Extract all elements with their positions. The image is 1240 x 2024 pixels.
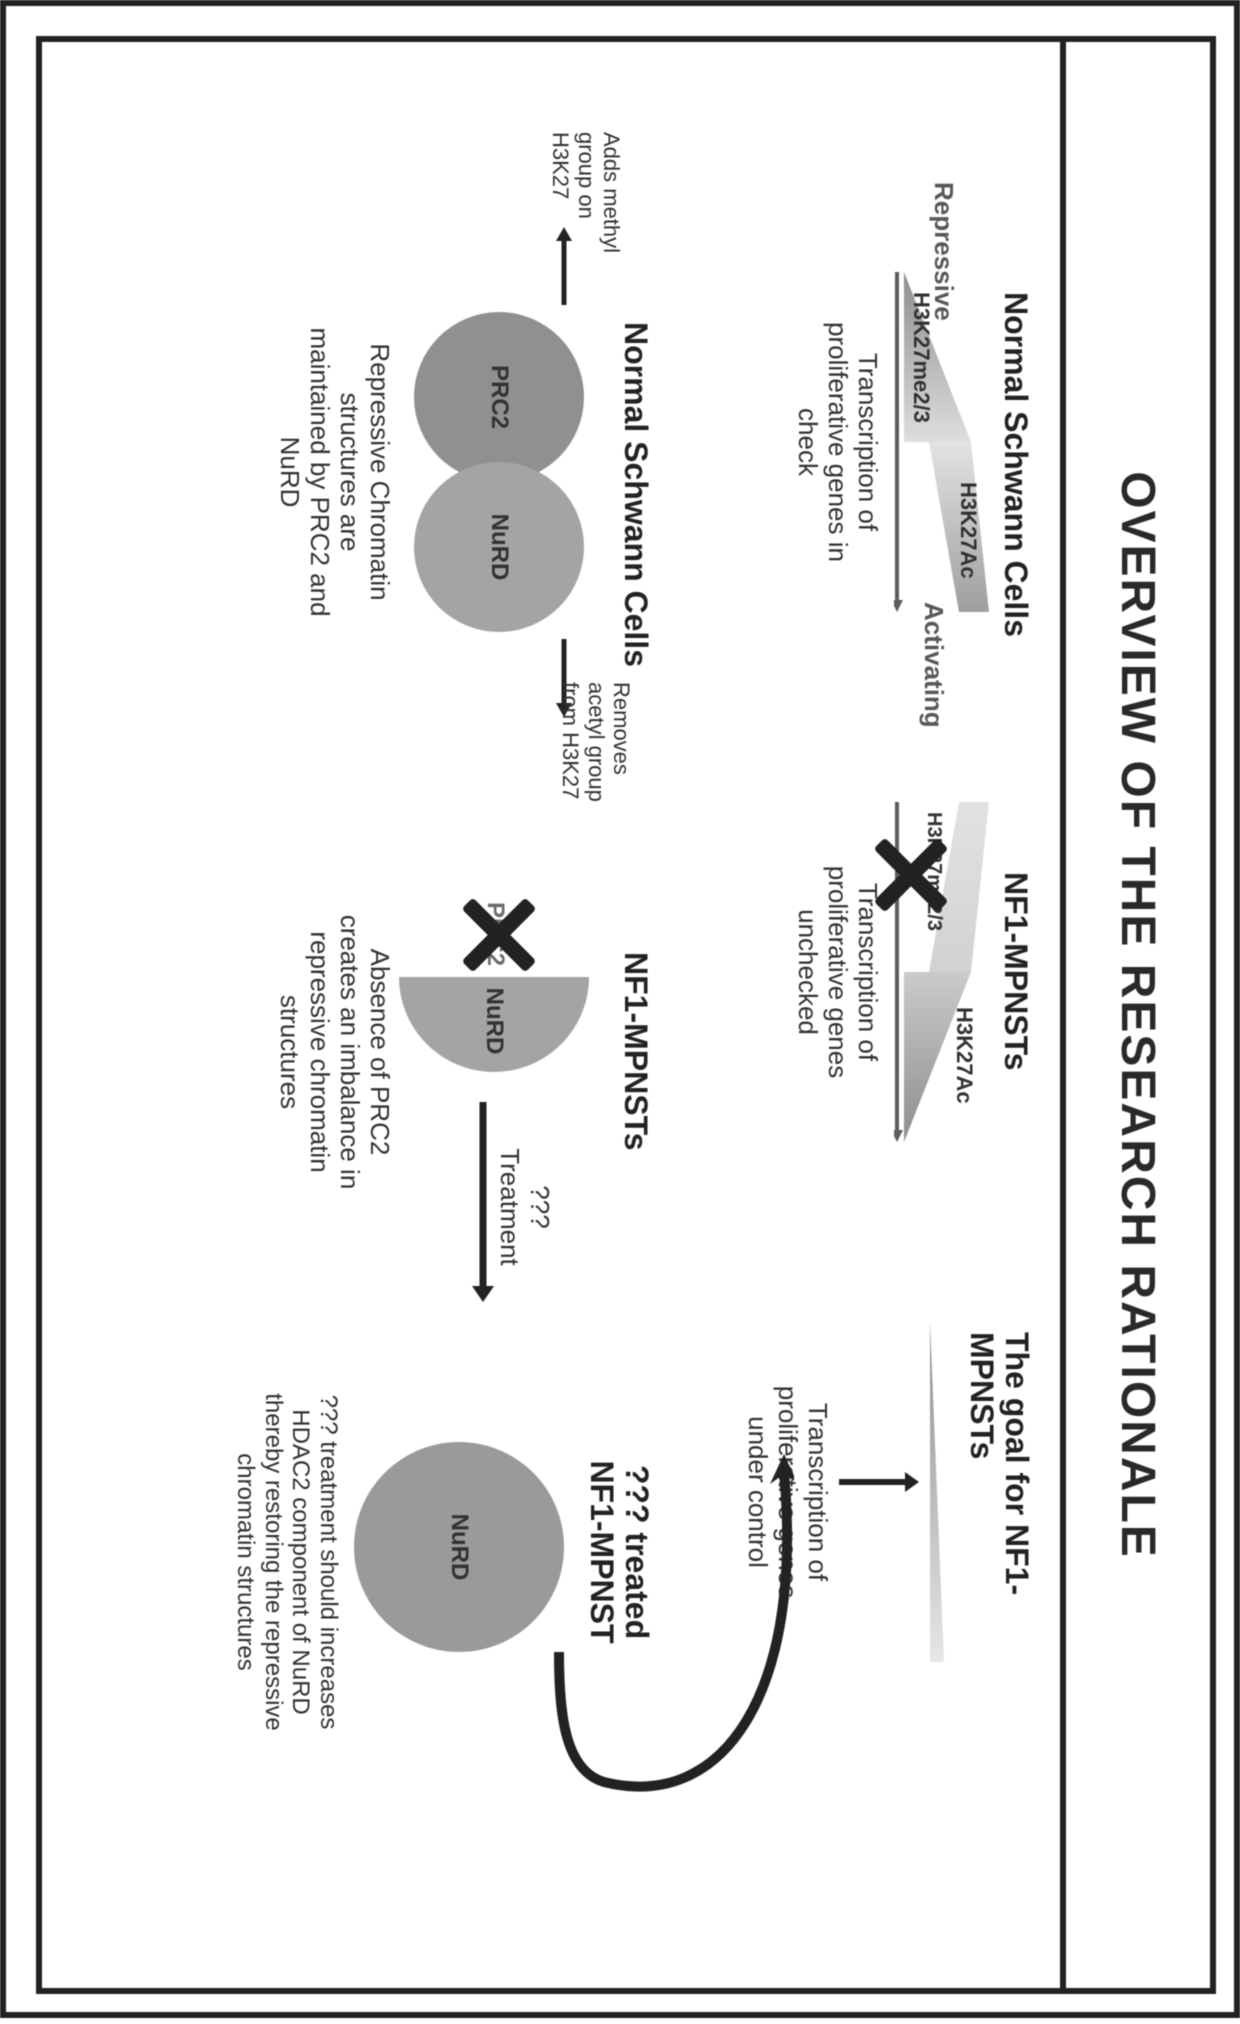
circle-prc2: PRC2 [414,312,584,482]
label-prc2: PRC2 [485,365,513,429]
cross-icon-bottom [464,900,534,970]
mark-h3k27ac-normal: H3K27Ac [955,482,981,579]
heading-mpnst-top: NF1-MPNSTs [997,872,1034,1071]
circle-nurd-solo: NuRD [354,1442,564,1652]
heading-treated: ??? treated NF1-MPNST [584,1422,654,1682]
heading-mpnst-bottom: NF1-MPNSTs [617,952,654,1151]
note-adds-methyl: Adds methyl group on H3K27 [548,132,624,272]
seesaw-normal: H3K27me2/3 H3K27Ac [894,272,989,612]
heading-normal-bottom: Normal Schwann Cells [617,322,654,667]
tag-activating: Activating [918,602,949,728]
caption-normal-top: Transcription of proliferative genes in … [792,302,882,582]
diagram-canvas: Normal Schwann Cells Repressive Activati… [42,42,1054,1988]
mark-h3k27ac-mpnst: H3K27Ac [951,1007,977,1104]
note-removes-acetyl: Removes acetyl group from H3K27 [558,682,634,832]
caption-mpnst-bottom: Absence of PRC2 creates an imbalance in … [274,892,394,1212]
goal-wedge [930,1322,954,1662]
arrow-up-goal [839,1472,919,1492]
heading-goal: The goal for NF1- MPNSTs [964,1332,1034,1595]
diagram-box: OVERVIEW OF THE RESEARCH RATIONALE Norma… [36,36,1216,1994]
mark-h3k27me-normal: H3K27me2/3 [908,292,934,423]
page-frame: OVERVIEW OF THE RESEARCH RATIONALE Norma… [0,0,1240,2018]
diagram-title: OVERVIEW OF THE RESEARCH RATIONALE [1111,471,1166,1559]
title-bar: OVERVIEW OF THE RESEARCH RATIONALE [1060,42,1210,1988]
treatment-arrow [472,1102,494,1302]
label-nurd: NuRD [485,514,513,581]
half-circle-nurd: NuRD [399,977,589,1072]
circle-nurd: NuRD [414,462,584,632]
caption-mpnst-top: Transcription of proliferative genes unc… [792,842,882,1102]
cross-icon-top [876,840,946,910]
label-nurd-solo: NuRD [445,1514,473,1581]
half-circle-clip: NuRD [399,977,589,1072]
caption-normal-bottom: Repressive Chromatin structures are main… [274,292,394,652]
caption-treated: ??? treatment should increases HDAC2 com… [232,1352,342,1772]
landscape-wrapper: OVERVIEW OF THE RESEARCH RATIONALE Norma… [6,6,1240,2024]
treatment-label: ??? Treatment [494,1132,554,1282]
label-nurd-half: NuRD [480,988,508,1055]
heading-normal-top: Normal Schwann Cells [997,292,1034,637]
